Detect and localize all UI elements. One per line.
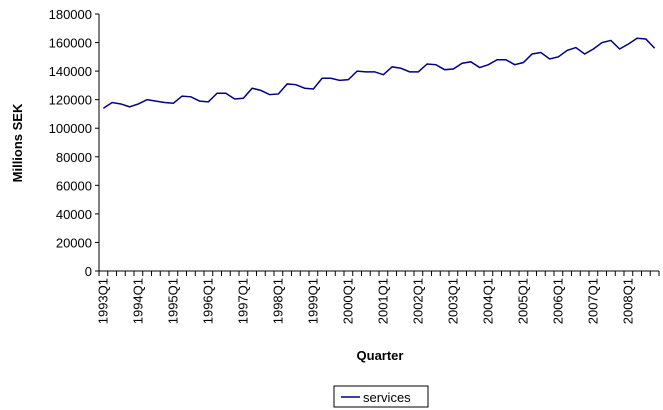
legend-box	[333, 385, 429, 408]
y-tick-label: 140000	[49, 64, 92, 79]
x-tick-label: 1997Q1	[235, 278, 250, 324]
x-tick-label: 1998Q1	[270, 278, 285, 324]
x-tick-label: 2003Q1	[445, 278, 460, 324]
x-tick-label: 2005Q1	[515, 278, 530, 324]
x-tick-label: 1994Q1	[130, 278, 145, 324]
x-tick-label: 2001Q1	[375, 278, 390, 324]
y-tick-label: 60000	[56, 178, 92, 193]
x-tick-label: 2007Q1	[585, 278, 600, 324]
y-tick-label: 40000	[56, 207, 92, 222]
x-tick-label: 1996Q1	[200, 278, 215, 324]
x-tick-label: 2008Q1	[620, 278, 635, 324]
y-tick-label: 160000	[49, 36, 92, 51]
x-axis-label: Quarter	[357, 348, 404, 363]
line-series	[102, 37, 656, 109]
y-tick-label: 100000	[49, 121, 92, 136]
y-tick-label: 180000	[49, 7, 92, 22]
y-tick-label: 80000	[56, 150, 92, 165]
x-tick-label: 2002Q1	[410, 278, 425, 324]
x-tick-label: 1999Q1	[305, 278, 320, 324]
x-tick-label: 2004Q1	[480, 278, 495, 324]
y-tick-label: 0	[85, 264, 92, 279]
x-tick-label: 1993Q1	[95, 278, 110, 324]
x-tick-label: 2006Q1	[550, 278, 565, 324]
y-axis-label: Millions SEK	[10, 103, 25, 182]
x-tick-label: 2000Q1	[340, 278, 355, 324]
x-tick-label: 1995Q1	[165, 278, 180, 324]
y-tick-label: 20000	[56, 235, 92, 250]
legend-label: services	[363, 390, 411, 405]
y-tick-label: 120000	[49, 93, 92, 108]
